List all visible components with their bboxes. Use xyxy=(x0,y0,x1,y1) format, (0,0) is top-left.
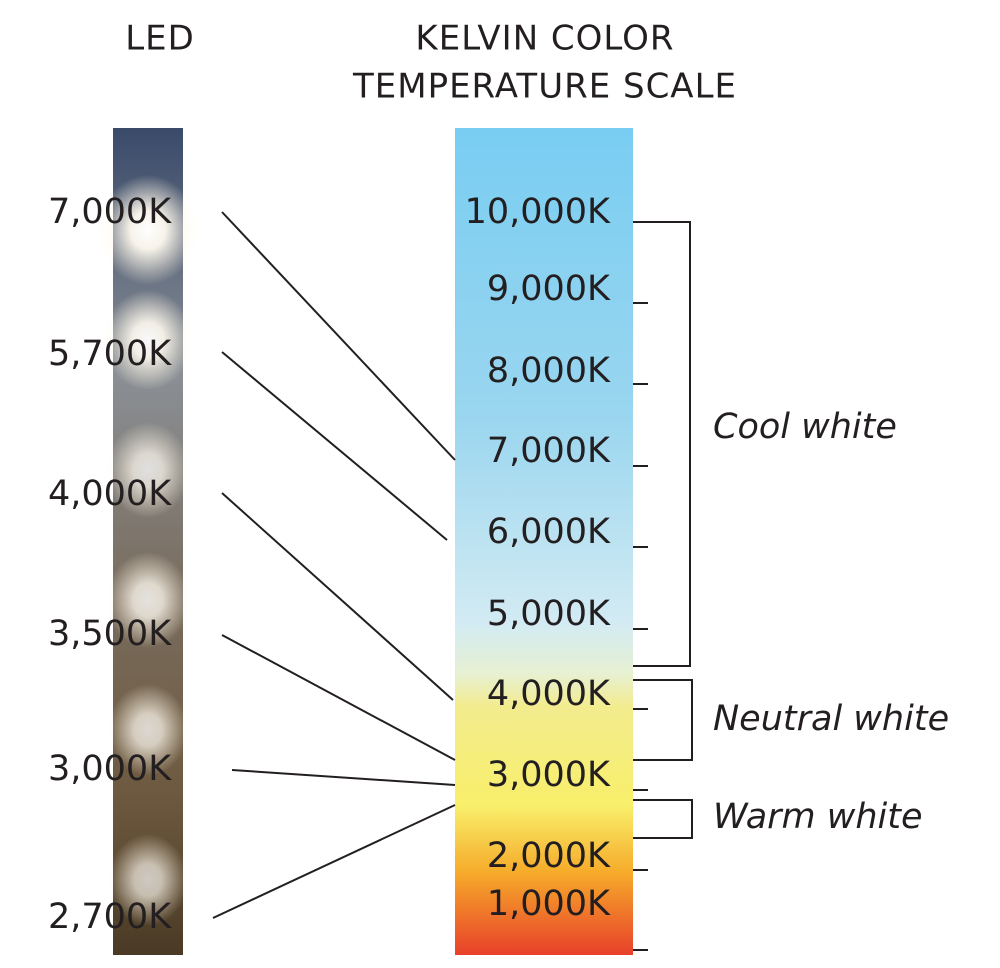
led-label: 5,700K xyxy=(48,334,172,374)
scale-label: 7,000K xyxy=(487,431,611,471)
scale-label: 9,000K xyxy=(487,269,611,309)
led-label: 4,000K xyxy=(48,474,172,514)
led-label: 7,000K xyxy=(48,192,172,232)
connectors xyxy=(212,211,456,919)
scale-title: KELVIN COLOR xyxy=(415,19,674,59)
range-label: Neutral white xyxy=(713,699,949,739)
scale-label: 1,000K xyxy=(487,884,611,924)
led-label: 2,700K xyxy=(48,897,172,937)
scale-label: 5,000K xyxy=(487,594,611,634)
scale-label: 3,000K xyxy=(487,755,611,795)
scale-label: 8,000K xyxy=(487,351,611,391)
range-label: Warm white xyxy=(713,797,923,837)
range-label: Cool white xyxy=(713,407,897,447)
kelvin-bar xyxy=(455,128,633,955)
scale-title: TEMPERATURE SCALE xyxy=(352,67,737,107)
scale-label: 6,000K xyxy=(487,512,611,552)
scale-label: 2,000K xyxy=(487,836,611,876)
scale-label: 4,000K xyxy=(487,674,611,714)
led-label: 3,500K xyxy=(48,614,172,654)
led-title: LED xyxy=(125,19,195,59)
scale-label: 10,000K xyxy=(465,192,611,232)
brackets xyxy=(633,221,693,839)
scale-ticks xyxy=(633,302,648,951)
led-label: 3,000K xyxy=(48,749,172,789)
led-glows xyxy=(98,175,198,926)
